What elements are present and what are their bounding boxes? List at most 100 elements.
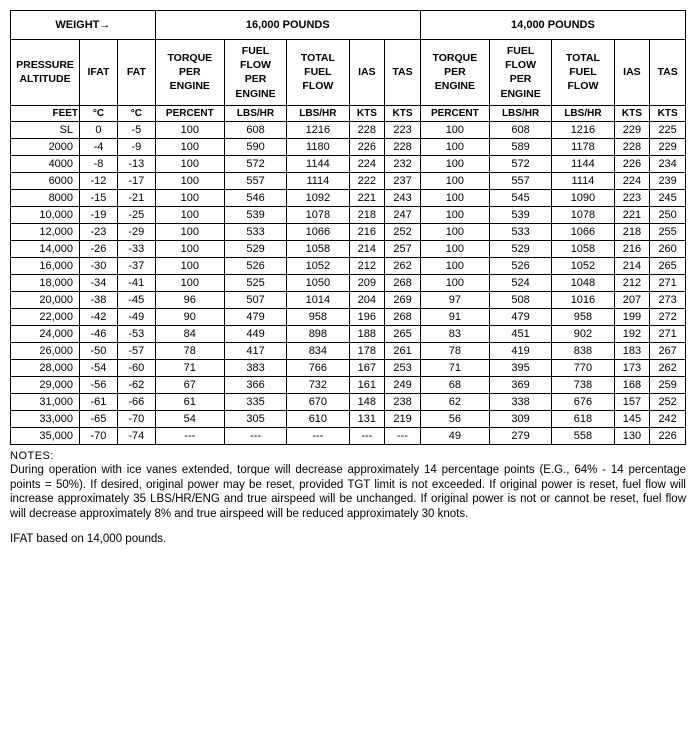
- unit-kts-b2: KTS: [650, 105, 686, 121]
- unit-percent-b: PERCENT: [420, 105, 489, 121]
- table-cell: 228: [385, 138, 421, 155]
- table-cell: ---: [349, 427, 385, 444]
- table-cell: 279: [489, 427, 551, 444]
- unit-kts-a1: KTS: [349, 105, 385, 121]
- table-cell: 78: [155, 342, 224, 359]
- table-cell: 212: [614, 274, 650, 291]
- table-cell: SL: [11, 121, 80, 138]
- table-cell: 1066: [287, 223, 349, 240]
- table-cell: 183: [614, 342, 650, 359]
- table-cell: 257: [385, 240, 421, 257]
- table-cell: 239: [650, 172, 686, 189]
- col-fuelflow-b: FUELFLOWPERENGINE: [489, 40, 551, 106]
- table-cell: 267: [650, 342, 686, 359]
- table-cell: -42: [80, 308, 118, 325]
- table-cell: 1090: [552, 189, 614, 206]
- table-cell: 958: [287, 308, 349, 325]
- notes-block: NOTES: During operation with ice vanes e…: [10, 449, 686, 521]
- table-cell: 250: [650, 206, 686, 223]
- table-cell: 1078: [552, 206, 614, 223]
- table-cell: 1114: [287, 172, 349, 189]
- table-cell: 4000: [11, 155, 80, 172]
- table-cell: 451: [489, 325, 551, 342]
- table-cell: 305: [224, 410, 286, 427]
- table-cell: 958: [552, 308, 614, 325]
- table-cell: 28,000: [11, 359, 80, 376]
- table-row: 6000-12-17100557111422223710055711142242…: [11, 172, 686, 189]
- table-cell: 145: [614, 410, 650, 427]
- table-cell: 234: [650, 155, 686, 172]
- table-cell: 265: [385, 325, 421, 342]
- table-cell: -46: [80, 325, 118, 342]
- table-cell: 221: [349, 189, 385, 206]
- unit-percent-a: PERCENT: [155, 105, 224, 121]
- table-cell: -23: [80, 223, 118, 240]
- table-cell: 309: [489, 410, 551, 427]
- table-cell: 545: [489, 189, 551, 206]
- unit-fat: °C: [117, 105, 155, 121]
- table-cell: 228: [614, 138, 650, 155]
- table-cell: 247: [385, 206, 421, 223]
- unit-kts-b1: KTS: [614, 105, 650, 121]
- table-cell: 100: [420, 257, 489, 274]
- table-cell: 249: [385, 376, 421, 393]
- table-cell: 1180: [287, 138, 349, 155]
- table-cell: 91: [420, 308, 489, 325]
- table-cell: 417: [224, 342, 286, 359]
- table-cell: 2000: [11, 138, 80, 155]
- table-cell: 272: [650, 308, 686, 325]
- table-cell: 100: [155, 138, 224, 155]
- table-cell: 335: [224, 393, 286, 410]
- table-cell: 259: [650, 376, 686, 393]
- table-cell: 1178: [552, 138, 614, 155]
- table-cell: 369: [489, 376, 551, 393]
- unit-ifat: °C: [80, 105, 118, 121]
- table-cell: 479: [489, 308, 551, 325]
- table-cell: 226: [614, 155, 650, 172]
- table-cell: 188: [349, 325, 385, 342]
- table-cell: 526: [489, 257, 551, 274]
- table-cell: 237: [385, 172, 421, 189]
- table-cell: 572: [489, 155, 551, 172]
- table-cell: 228: [349, 121, 385, 138]
- table-cell: -30: [80, 257, 118, 274]
- table-cell: 161: [349, 376, 385, 393]
- table-cell: 178: [349, 342, 385, 359]
- table-cell: 100: [420, 189, 489, 206]
- table-cell: -57: [117, 342, 155, 359]
- table-cell: 22,000: [11, 308, 80, 325]
- unit-row: FEET °C °C PERCENT LBS/HR LBS/HR KTS KTS…: [11, 105, 686, 121]
- table-row: 20,000-38-459650710142042699750810162072…: [11, 291, 686, 308]
- table-cell: 100: [420, 155, 489, 172]
- table-cell: 24,000: [11, 325, 80, 342]
- table-row: 35,000-70-74---------------4927955813022…: [11, 427, 686, 444]
- table-cell: -70: [80, 427, 118, 444]
- table-cell: 100: [155, 206, 224, 223]
- table-cell: 238: [385, 393, 421, 410]
- col-tas-a: TAS: [385, 40, 421, 106]
- table-cell: 97: [420, 291, 489, 308]
- table-cell: 219: [385, 410, 421, 427]
- table-cell: -26: [80, 240, 118, 257]
- table-cell: 271: [650, 325, 686, 342]
- table-cell: 33,000: [11, 410, 80, 427]
- table-cell: 61: [155, 393, 224, 410]
- table-cell: 268: [385, 274, 421, 291]
- table-cell: 676: [552, 393, 614, 410]
- table-cell: 229: [650, 138, 686, 155]
- table-cell: 68: [420, 376, 489, 393]
- table-cell: 507: [224, 291, 286, 308]
- table-cell: 49: [420, 427, 489, 444]
- table-cell: 670: [287, 393, 349, 410]
- table-cell: 558: [552, 427, 614, 444]
- table-cell: 1092: [287, 189, 349, 206]
- table-cell: ---: [385, 427, 421, 444]
- table-cell: 526: [224, 257, 286, 274]
- table-row: 24,000-46-538444989818826583451902192271: [11, 325, 686, 342]
- table-cell: 100: [420, 240, 489, 257]
- table-cell: 225: [650, 121, 686, 138]
- table-cell: 29,000: [11, 376, 80, 393]
- table-cell: 100: [420, 223, 489, 240]
- col-ifat: IFAT: [80, 40, 118, 106]
- table-cell: 838: [552, 342, 614, 359]
